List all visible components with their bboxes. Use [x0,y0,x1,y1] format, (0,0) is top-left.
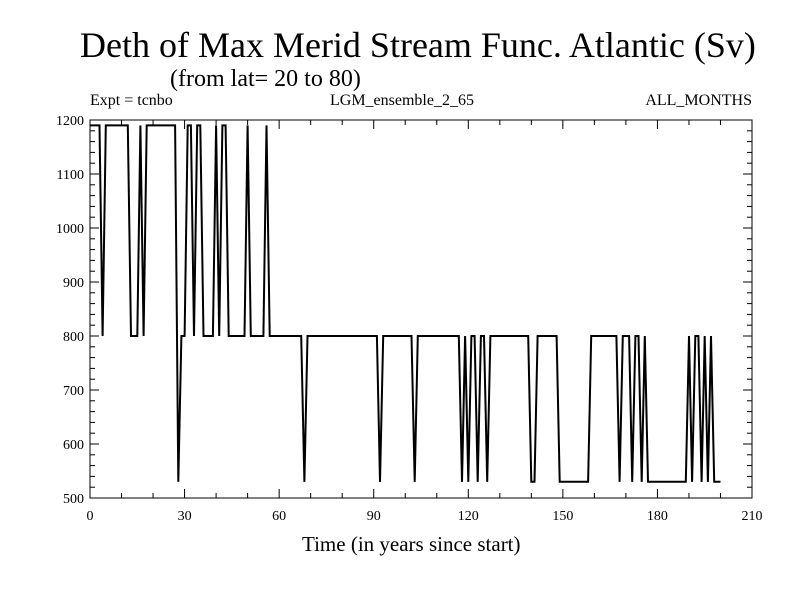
run-label: LGM_ensemble_2_65 [330,92,474,109]
y-tick-label: 1200 [56,114,84,129]
chart-subtitle: (from lat= 20 to 80) [170,66,361,92]
y-tick-label: 1100 [57,168,84,183]
x-tick-label: 150 [552,509,573,524]
y-tick-label: 500 [63,492,84,507]
x-tick-label: 0 [87,509,94,524]
x-tick-label: 60 [272,509,286,524]
x-tick-label: 30 [178,509,192,524]
y-tick-label: 600 [63,438,84,453]
plot-frame [89,119,753,499]
y-tick-label: 800 [63,330,84,345]
experiment-label: Expt = tcnbo [90,92,173,109]
x-tick-label: 210 [742,509,763,524]
x-tick-label: 120 [458,509,479,524]
chart-title: Deth of Max Merid Stream Func. Atlantic … [80,25,756,65]
y-tick-label: 900 [63,276,84,291]
months-label: ALL_MONTHS [645,92,752,109]
y-tick-label: 1000 [56,222,84,237]
x-tick-label: 90 [367,509,381,524]
x-axis-label: Time (in years since start) [302,532,521,556]
y-tick-label: 700 [63,384,84,399]
series-line-depth_of_max [90,124,721,483]
x-tick-label: 180 [647,509,668,524]
